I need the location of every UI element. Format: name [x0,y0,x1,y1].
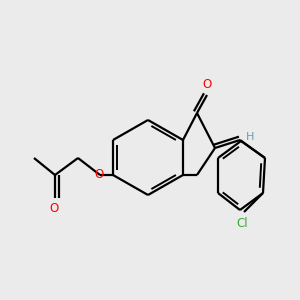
Text: H: H [246,132,254,142]
Text: O: O [94,167,103,181]
Text: O: O [50,202,58,215]
Text: O: O [202,78,211,91]
Text: Cl: Cl [236,217,248,230]
